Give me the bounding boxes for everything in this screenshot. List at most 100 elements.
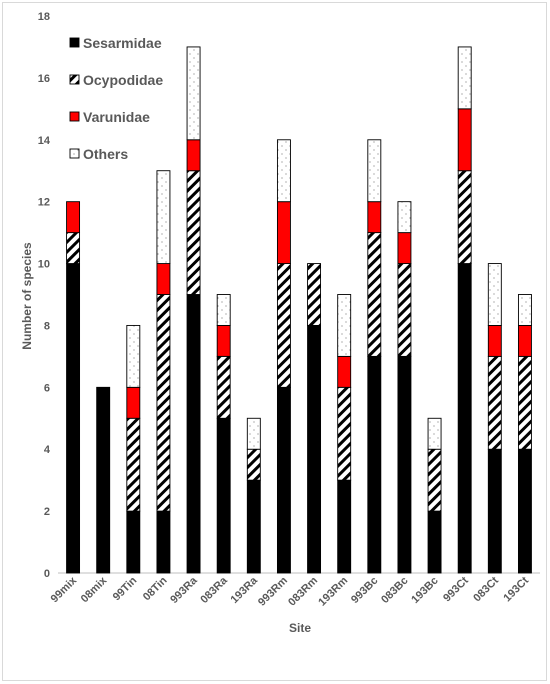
legend-label: Varunidae — [83, 109, 150, 125]
y-tick-label: 12 — [38, 197, 50, 209]
legend-item-sesarmidae: Sesarmidae — [69, 35, 162, 51]
legend-label: Sesarmidae — [83, 35, 162, 51]
bar-segment-others — [517, 294, 532, 326]
bar-segment-sesarmidae — [427, 510, 442, 574]
bars — [66, 46, 532, 574]
bar-stack-083Rm — [307, 263, 322, 574]
bar-stack-193Ct — [517, 294, 532, 574]
bar-segment-ocypodidae — [276, 263, 291, 388]
bar-segment-varunidae — [216, 324, 231, 357]
x-tick-label: 083Ra — [198, 574, 230, 606]
bar-segment-sesarmidae — [66, 263, 81, 574]
x-tick-label: 193Ct — [501, 574, 531, 604]
bar-segment-ocypodidae — [487, 355, 502, 450]
y-tick-label: 10 — [38, 259, 50, 271]
bar-segment-sesarmidae — [487, 448, 502, 574]
x-tick-label: 993Rm — [256, 574, 290, 608]
bar-segment-others — [337, 294, 352, 357]
bar-segment-ocypodidae — [367, 232, 382, 357]
bar-segment-varunidae — [276, 201, 291, 265]
bar-segment-sesarmidae — [337, 479, 352, 574]
y-tick-label: 4 — [44, 444, 51, 456]
bar-stack-193Ra — [246, 417, 261, 574]
bar-segment-sesarmidae — [96, 386, 111, 574]
bar-stack-993Ct — [457, 46, 472, 574]
bar-segment-others — [216, 294, 231, 326]
bar-segment-ocypodidae — [66, 232, 81, 265]
y-tick-label: 6 — [44, 382, 50, 394]
bar-stack-083Bc — [397, 201, 412, 574]
legend-swatch — [69, 148, 80, 159]
bar-segment-ocypodidae — [337, 386, 352, 481]
x-axis-ticks: 99mix 08mix 99Tin 08Tin993Ra083Ra193Ra993Rm… — [49, 574, 532, 609]
legend-swatch — [69, 74, 80, 85]
bar-segment-ocypodidae — [427, 448, 442, 512]
x-tick-label: 083Rm — [286, 574, 320, 608]
bar-segment-others — [276, 139, 291, 203]
bar-stack-99mix — [66, 201, 81, 574]
x-tick-label: 99Tin — [111, 574, 140, 603]
bar-segment-ocypodidae — [216, 355, 231, 419]
x-axis-title: Site — [289, 621, 311, 635]
y-tick-label: 8 — [44, 320, 50, 332]
y-tick-label: 18 — [38, 11, 50, 23]
bar-segment-varunidae — [487, 324, 502, 357]
bar-segment-sesarmidae — [156, 510, 171, 574]
x-tick-label: 08Tin — [141, 574, 170, 603]
y-axis-ticks: 0 2 4 6 8 10 12 14 16 18 — [38, 11, 51, 580]
bar-segment-others — [186, 46, 201, 141]
bar-stack-99Tin — [126, 324, 141, 574]
bar-segment-others — [126, 324, 141, 388]
legend-item-varunidae: Varunidae — [69, 109, 150, 125]
y-tick-label: 0 — [44, 568, 50, 580]
y-tick-label: 16 — [38, 73, 50, 85]
bar-segment-ocypodidae — [126, 417, 141, 512]
bar-segment-varunidae — [367, 201, 382, 234]
bar-segment-others — [427, 417, 442, 450]
bar-stack-083Ct — [487, 263, 502, 574]
x-tick-label: 193Bc — [409, 575, 440, 606]
bar-segment-ocypodidae — [397, 263, 412, 357]
bar-segment-ocypodidae — [517, 355, 532, 450]
x-tick-label: 08mix — [79, 574, 110, 605]
bar-segment-sesarmidae — [457, 263, 472, 574]
bar-segment-sesarmidae — [367, 355, 382, 574]
bar-segment-varunidae — [126, 386, 141, 419]
bar-stack-08Tin — [156, 170, 171, 574]
bar-segment-sesarmidae — [276, 386, 291, 574]
bar-segment-ocypodidae — [307, 263, 322, 326]
legend-swatch — [69, 111, 80, 122]
x-tick-label: 193Ra — [229, 574, 261, 606]
bar-segment-sesarmidae — [216, 417, 231, 574]
bar-stack-993Rm — [276, 139, 291, 574]
legend-item-others: Others — [69, 146, 128, 162]
x-tick-label: 083Ct — [471, 574, 501, 604]
bar-segment-varunidae — [66, 201, 81, 234]
bar-segment-others — [156, 170, 171, 265]
bar-segment-others — [487, 263, 502, 326]
bar-segment-others — [457, 46, 472, 110]
x-tick-label: 993Bc — [349, 575, 380, 606]
legend-label: Others — [83, 146, 128, 162]
bar-segment-varunidae — [337, 355, 352, 388]
bar-segment-others — [246, 417, 261, 450]
x-tick-label: 083Bc — [379, 575, 410, 606]
bar-segment-ocypodidae — [457, 170, 472, 265]
x-tick-label: 993Ct — [441, 574, 471, 604]
bar-segment-others — [367, 139, 382, 203]
bar-segment-varunidae — [186, 139, 201, 172]
x-tick-label: 193Rm — [316, 574, 350, 608]
bar-segment-sesarmidae — [397, 355, 412, 574]
bar-segment-ocypodidae — [156, 294, 171, 512]
bar-segment-sesarmidae — [126, 510, 141, 574]
bar-segment-varunidae — [156, 263, 171, 295]
bar-segment-others — [397, 201, 412, 234]
bar-segment-varunidae — [457, 108, 472, 172]
legend-item-ocypodidae: Ocypodidae — [69, 72, 163, 88]
bar-stack-083Ra — [216, 294, 231, 574]
bar-segment-sesarmidae — [307, 324, 322, 574]
bar-stack-193Rm — [337, 294, 352, 574]
bar-segment-sesarmidae — [517, 448, 532, 574]
bar-segment-varunidae — [397, 232, 412, 265]
bar-stack-193Bc — [427, 417, 442, 574]
